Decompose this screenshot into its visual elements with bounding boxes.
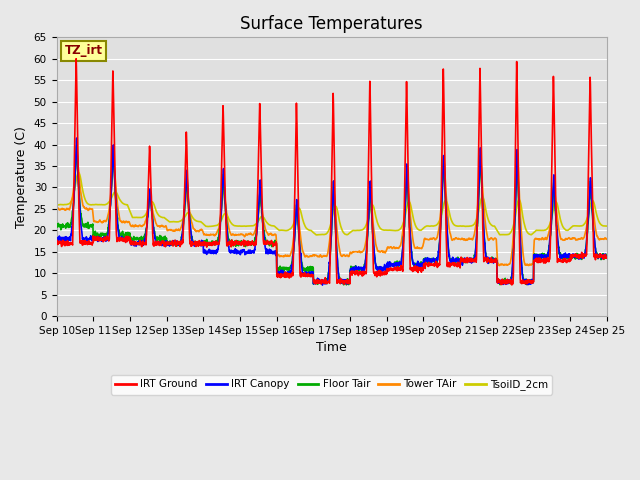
Line: Tower TAir: Tower TAir — [56, 153, 607, 265]
IRT Canopy — [319, 282, 326, 288]
TsoilD_2cm — [207, 224, 214, 229]
Line: IRT Ground: IRT Ground — [56, 59, 607, 285]
TsoilD_2cm — [75, 170, 83, 176]
TsoilD_2cm — [313, 232, 321, 238]
Y-axis label: Temperature (C): Temperature (C) — [15, 126, 28, 228]
IRT Canopy — [73, 135, 81, 141]
Tower TAir — [514, 150, 522, 156]
IRT Ground — [555, 256, 563, 262]
Tower TAir — [206, 232, 214, 238]
Tower TAir — [52, 207, 60, 213]
IRT Ground — [207, 240, 214, 246]
Floor Tair — [207, 240, 214, 246]
IRT Ground — [508, 282, 516, 288]
Tower TAir — [495, 263, 503, 268]
Floor Tair — [570, 254, 578, 260]
IRT Canopy — [603, 253, 611, 259]
IRT Canopy — [348, 266, 356, 272]
IRT Ground — [603, 255, 611, 261]
IRT Canopy — [52, 237, 60, 243]
Line: Floor Tair: Floor Tair — [56, 145, 607, 285]
Tower TAir — [555, 226, 563, 232]
Tower TAir — [603, 236, 611, 241]
TsoilD_2cm — [52, 202, 60, 208]
IRT Canopy — [360, 268, 368, 274]
Floor Tair — [73, 143, 81, 148]
Line: TsoilD_2cm: TsoilD_2cm — [56, 173, 607, 235]
IRT Ground — [348, 268, 356, 274]
Floor Tair — [360, 265, 368, 271]
IRT Ground — [360, 272, 367, 277]
Line: IRT Canopy: IRT Canopy — [56, 138, 607, 285]
Tower TAir — [348, 251, 355, 256]
IRT Ground — [72, 56, 80, 61]
IRT Ground — [492, 259, 500, 264]
IRT Canopy — [570, 254, 578, 260]
TsoilD_2cm — [570, 223, 578, 229]
Floor Tair — [492, 255, 500, 261]
Floor Tair — [555, 244, 563, 250]
Floor Tair — [603, 252, 611, 257]
Tower TAir — [360, 247, 367, 253]
IRT Canopy — [492, 259, 500, 265]
TsoilD_2cm — [555, 209, 563, 215]
IRT Canopy — [207, 247, 214, 253]
Legend: IRT Ground, IRT Canopy, Floor Tair, Tower TAir, TsoilD_2cm: IRT Ground, IRT Canopy, Floor Tair, Towe… — [111, 375, 552, 395]
Floor Tair — [342, 282, 350, 288]
X-axis label: Time: Time — [316, 341, 347, 354]
Tower TAir — [570, 235, 578, 241]
Tower TAir — [492, 236, 499, 241]
Floor Tair — [52, 222, 60, 228]
IRT Ground — [52, 238, 60, 244]
IRT Canopy — [555, 247, 563, 252]
Title: Surface Temperatures: Surface Temperatures — [241, 15, 423, 33]
Text: TZ_irt: TZ_irt — [65, 44, 103, 57]
TsoilD_2cm — [492, 226, 500, 231]
Floor Tair — [348, 267, 356, 273]
TsoilD_2cm — [360, 226, 368, 231]
IRT Ground — [570, 252, 578, 258]
TsoilD_2cm — [603, 223, 611, 229]
TsoilD_2cm — [348, 228, 356, 234]
